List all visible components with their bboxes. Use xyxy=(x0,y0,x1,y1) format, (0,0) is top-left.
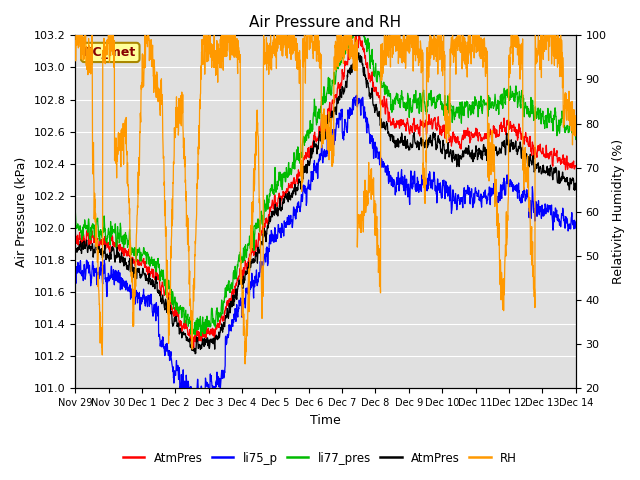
X-axis label: Time: Time xyxy=(310,414,341,427)
Title: Air Pressure and RH: Air Pressure and RH xyxy=(250,15,401,30)
Text: BC_met: BC_met xyxy=(84,46,136,59)
Legend: AtmPres, li75_p, li77_pres, AtmPres, RH: AtmPres, li75_p, li77_pres, AtmPres, RH xyxy=(118,447,522,469)
Y-axis label: Air Pressure (kPa): Air Pressure (kPa) xyxy=(15,156,28,267)
Y-axis label: Relativity Humidity (%): Relativity Humidity (%) xyxy=(612,139,625,284)
